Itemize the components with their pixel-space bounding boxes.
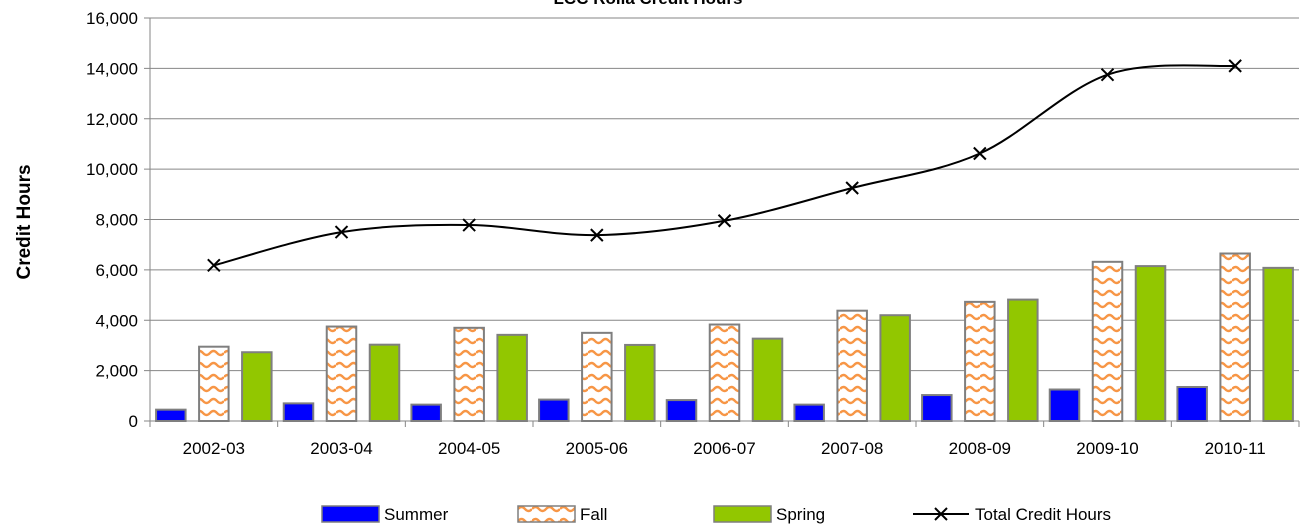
legend-swatch [713,505,772,523]
total-line [207,59,1242,273]
bar-summer [793,403,825,422]
legend: Summer Fall Spring Total Credit Hours [321,505,1111,524]
bar-spring [751,337,784,422]
x-tick-label: 2004-05 [438,439,500,458]
y-tick-label: 2,000 [95,362,138,381]
bars [155,252,1294,423]
legend-item-fall: Fall [517,505,607,524]
bar-spring [496,333,528,423]
bar-fall [581,331,613,422]
bar-spring [879,314,911,422]
bar-spring [241,351,273,422]
bar-summer [538,398,570,423]
total-point-marker [334,225,349,239]
x-tick-label: 2006-07 [693,439,755,458]
bar-spring [368,343,401,423]
bar-spring [1134,265,1167,422]
bar-summer [282,402,315,422]
y-tick-label: 0 [129,412,138,431]
total-point-marker [1100,67,1115,82]
y-tick-label: 16,000 [86,9,138,28]
x-tick-label: 2007-08 [821,439,883,458]
legend-label: Total Credit Hours [975,505,1111,524]
legend-marker [934,507,948,521]
x-tick-label: 2002-03 [183,439,245,458]
y-tick-label: 14,000 [86,59,138,78]
total-point-marker [207,258,221,273]
bar-spring [1262,266,1294,422]
y-tick-label: 6,000 [95,261,138,280]
tick-labels: 0 2,000 4,000 6,000 8,000 10,000 12,000 14,000 1… [86,9,1266,458]
y-axis-title: Credit Hours [14,164,35,279]
bar-fall [964,300,996,422]
x-tick-label: 2003-04 [310,439,372,458]
bar-summer [665,399,698,422]
x-tick-label: 2009-10 [1076,439,1138,458]
legend-swatch [517,505,576,523]
bar-summer [921,394,953,423]
bar-summer [1048,388,1081,422]
total-point-marker [973,146,987,161]
y-tick-label: 10,000 [86,160,138,179]
bar-fall [836,309,868,422]
bar-fall [1219,252,1251,422]
bar-spring [1007,298,1039,422]
bar-fall [708,323,741,422]
total-point-marker [1228,59,1242,73]
legend-label: Summer [384,505,449,524]
bar-summer [410,403,442,422]
gridlines [150,17,1299,372]
bar-spring [624,343,656,422]
total-credit-hours-line [213,64,1236,267]
legend-item-summer: Summer [321,505,449,524]
legend-label: Fall [580,505,607,524]
total-point-marker [462,218,476,232]
total-point-marker [590,228,604,242]
bar-fall [453,326,485,422]
legend-item-total-credit-hours: Total Credit Hours [913,505,1111,524]
x-tick-label: 2008-09 [949,439,1011,458]
y-tick-label: 8,000 [95,211,138,230]
x-tick-label: 2005-06 [566,439,628,458]
total-point-marker [845,181,859,195]
bar-summer [155,408,187,422]
bar-fall [325,325,358,422]
legend-swatch [321,505,380,523]
y-tick-label: 12,000 [86,110,138,129]
legend-item-spring: Spring [713,505,825,524]
x-tick-label: 2010-11 [1205,439,1266,458]
bar-fall [1091,260,1124,422]
total-point-marker [717,214,732,228]
y-tick-label: 4,000 [95,311,138,330]
bar-summer [1176,385,1208,423]
chart-title: LCC Rolla Credit Hours [554,0,743,8]
legend-label: Spring [776,505,825,524]
bar-fall [198,345,230,422]
